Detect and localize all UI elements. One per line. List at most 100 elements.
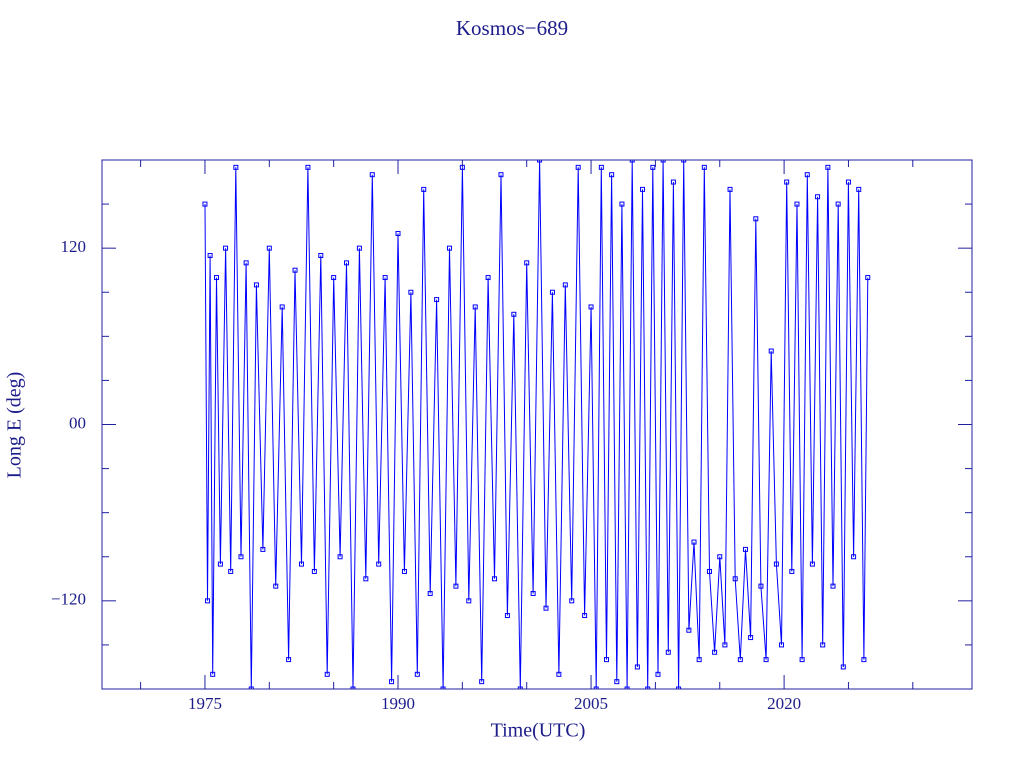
data-point bbox=[629, 160, 635, 163]
data-point bbox=[472, 304, 478, 310]
data-point bbox=[376, 561, 382, 567]
data-point bbox=[556, 671, 562, 677]
data-point bbox=[619, 201, 625, 207]
y-tick-label: −120 bbox=[51, 590, 86, 609]
data-point bbox=[763, 657, 769, 663]
data-point bbox=[650, 164, 656, 170]
data-point bbox=[466, 598, 472, 604]
data-point bbox=[395, 230, 401, 236]
data-point bbox=[408, 289, 414, 295]
data-point bbox=[609, 172, 615, 178]
data-point bbox=[260, 546, 266, 552]
data-point bbox=[549, 289, 555, 295]
data-point bbox=[640, 186, 646, 192]
data-point bbox=[401, 568, 407, 574]
data-point bbox=[356, 245, 362, 251]
data-point bbox=[737, 657, 743, 663]
data-point bbox=[845, 179, 851, 185]
data-point bbox=[815, 194, 821, 200]
data-point bbox=[588, 304, 594, 310]
data-point bbox=[511, 311, 517, 317]
data-point bbox=[865, 275, 871, 281]
data-point bbox=[363, 576, 369, 582]
data-point bbox=[660, 160, 666, 163]
data-point bbox=[804, 172, 810, 178]
data-point bbox=[498, 172, 504, 178]
plot-area bbox=[202, 160, 871, 689]
x-axis-label: Time(UTC) bbox=[491, 720, 586, 742]
data-point bbox=[414, 671, 420, 677]
data-point bbox=[530, 590, 536, 596]
data-point bbox=[243, 260, 249, 266]
data-point bbox=[292, 267, 298, 273]
data-point bbox=[214, 275, 220, 281]
data-point bbox=[727, 186, 733, 192]
data-point bbox=[598, 164, 604, 170]
data-point bbox=[799, 657, 805, 663]
data-point bbox=[273, 583, 279, 589]
data-point bbox=[453, 583, 459, 589]
data-point bbox=[676, 686, 682, 689]
data-point bbox=[773, 561, 779, 567]
data-point bbox=[210, 671, 216, 677]
data-point bbox=[286, 657, 292, 663]
data-point bbox=[686, 627, 692, 633]
data-point bbox=[266, 245, 272, 251]
data-point bbox=[696, 657, 702, 663]
data-point bbox=[279, 304, 285, 310]
data-point bbox=[223, 245, 229, 251]
data-point bbox=[427, 590, 433, 596]
data-point bbox=[851, 554, 857, 560]
data-point bbox=[324, 671, 330, 677]
data-point bbox=[504, 613, 510, 619]
data-point bbox=[809, 561, 815, 567]
data-point bbox=[311, 568, 317, 574]
data-point bbox=[298, 561, 304, 567]
data-point bbox=[779, 642, 785, 648]
data-point bbox=[305, 164, 311, 170]
data-point bbox=[517, 686, 523, 689]
data-point bbox=[582, 613, 588, 619]
data-point bbox=[389, 679, 395, 685]
data-point bbox=[758, 583, 764, 589]
data-point bbox=[820, 642, 826, 648]
x-tick-label: 1975 bbox=[188, 694, 222, 713]
data-point bbox=[421, 186, 427, 192]
data-point bbox=[789, 568, 795, 574]
data-point bbox=[748, 635, 754, 641]
data-point bbox=[350, 686, 356, 689]
data-point bbox=[233, 164, 239, 170]
data-point bbox=[768, 348, 774, 354]
data-point bbox=[691, 539, 697, 545]
data-point bbox=[543, 605, 549, 611]
data-point bbox=[645, 686, 651, 689]
data-point bbox=[712, 649, 718, 655]
data-point bbox=[485, 275, 491, 281]
data-point bbox=[337, 554, 343, 560]
data-point bbox=[228, 568, 234, 574]
y-axis-label: Long E (deg) bbox=[4, 372, 26, 479]
data-line bbox=[204, 160, 869, 689]
data-point bbox=[742, 546, 748, 552]
data-point bbox=[217, 561, 223, 567]
data-point bbox=[701, 164, 707, 170]
data-point bbox=[681, 160, 687, 163]
data-point bbox=[665, 649, 671, 655]
data-point bbox=[624, 686, 630, 689]
data-point bbox=[634, 664, 640, 670]
data-point bbox=[856, 186, 862, 192]
data-point bbox=[569, 598, 575, 604]
chart-title: Kosmos−689 bbox=[456, 16, 568, 40]
data-point bbox=[706, 568, 712, 574]
data-point bbox=[446, 245, 452, 251]
x-tick-label: 1990 bbox=[381, 694, 415, 713]
x-tick-label: 2020 bbox=[767, 694, 801, 713]
data-point bbox=[840, 664, 846, 670]
data-point bbox=[318, 253, 324, 259]
data-point bbox=[825, 164, 831, 170]
data-point bbox=[207, 253, 213, 259]
data-point bbox=[382, 275, 388, 281]
data-point bbox=[830, 583, 836, 589]
data-point bbox=[524, 260, 530, 266]
